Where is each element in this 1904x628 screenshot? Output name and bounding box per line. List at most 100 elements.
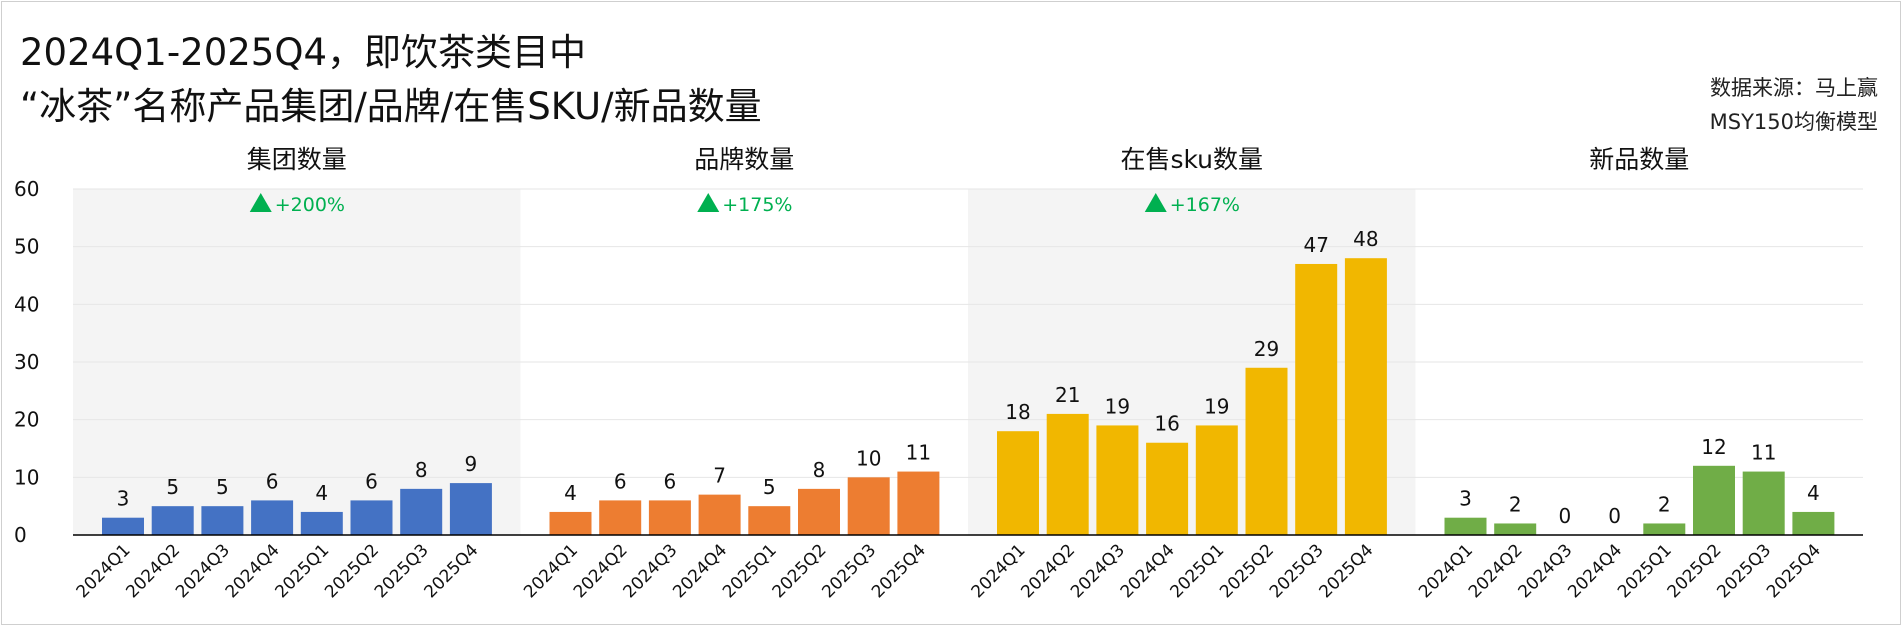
y-tick-label: 30 [14, 350, 39, 374]
x-tick-label: 2024Q1 [1415, 540, 1477, 602]
bar [1146, 442, 1189, 535]
x-tick-label: 2024Q4 [669, 540, 731, 602]
bar [1742, 471, 1785, 535]
x-tick-label: 2025Q1 [271, 540, 333, 602]
x-tick-label: 2025Q2 [769, 540, 831, 602]
growth-up-triangle-icon [249, 193, 272, 212]
bar-value-label: 18 [1005, 400, 1030, 424]
panel-title: 新品数量 [1589, 145, 1689, 174]
bar [1693, 465, 1735, 535]
model-label: MSY150均衡模型 [1709, 110, 1878, 134]
x-tick-label: 2024Q3 [172, 540, 234, 602]
growth-label: +175% [722, 194, 792, 216]
bar [897, 471, 940, 535]
y-tick-label: 20 [14, 408, 39, 432]
bar-value-label: 5 [216, 475, 229, 499]
panel-title: 品牌数量 [694, 145, 794, 174]
x-tick-label: 2025Q1 [1614, 540, 1676, 602]
x-tick-label: 2024Q3 [1515, 540, 1577, 602]
bar-value-label: 8 [415, 458, 428, 482]
x-tick-label: 2024Q3 [620, 540, 682, 602]
bar-value-label: 5 [763, 475, 776, 499]
x-tick-label: 2025Q4 [1763, 540, 1825, 602]
panel-title: 集团数量 [247, 145, 347, 174]
x-tick-label: 2024Q2 [570, 540, 632, 602]
bar [400, 488, 443, 535]
bar [698, 494, 741, 535]
x-tick-label: 2025Q4 [421, 540, 483, 602]
bar [549, 511, 592, 535]
y-tick-label: 60 [14, 177, 39, 201]
bar-value-label: 9 [465, 452, 478, 476]
bar-value-label: 12 [1701, 435, 1726, 459]
bar-value-label: 8 [813, 458, 826, 482]
bar-value-label: 6 [664, 469, 677, 493]
bar-value-label: 29 [1254, 337, 1279, 361]
panel-title: 在售sku数量 [1120, 145, 1263, 174]
bar [449, 483, 492, 535]
bar [847, 477, 890, 535]
bar-value-label: 7 [713, 464, 726, 488]
bar-value-label: 10 [856, 446, 881, 470]
bar [1494, 523, 1537, 535]
bar-value-label: 11 [1751, 441, 1776, 465]
bar-value-label: 6 [614, 469, 627, 493]
bar [1643, 523, 1686, 535]
bar [350, 500, 393, 535]
bar [300, 511, 343, 535]
bar-value-label: 6 [365, 469, 378, 493]
growth-up-triangle-icon [697, 193, 720, 212]
x-tick-label: 2025Q1 [1166, 540, 1228, 602]
bar-value-label: 4 [1807, 481, 1820, 505]
x-tick-label: 2024Q1 [968, 540, 1030, 602]
bar-value-label: 48 [1353, 227, 1378, 251]
bar-value-label: 19 [1204, 394, 1229, 418]
y-tick-label: 10 [14, 465, 39, 489]
bar-value-label: 2 [1658, 492, 1671, 516]
bar [151, 506, 194, 535]
y-tick-label: 40 [14, 292, 39, 316]
growth-up-triangle-icon [1144, 193, 1167, 212]
chart-title-line2: “冰茶”名称产品集团/品牌/在售SKU/新品数量 [20, 85, 762, 128]
bar-value-label: 3 [1459, 487, 1472, 511]
bar-value-label: 4 [315, 481, 328, 505]
bar [1444, 517, 1487, 535]
y-tick-label: 50 [14, 235, 39, 259]
bar [1046, 413, 1089, 535]
x-tick-label: 2025Q2 [1216, 540, 1278, 602]
bar-value-label: 47 [1303, 233, 1328, 257]
bar [1295, 263, 1338, 535]
x-tick-label: 2024Q2 [122, 540, 184, 602]
x-tick-label: 2024Q1 [73, 540, 135, 602]
bar [102, 517, 144, 535]
y-tick-label: 0 [14, 523, 27, 547]
bar-value-label: 19 [1105, 394, 1130, 418]
x-tick-label: 2024Q4 [1564, 540, 1626, 602]
bar [599, 500, 642, 535]
bar-value-label: 4 [564, 481, 577, 505]
bar-value-label: 0 [1559, 504, 1572, 528]
x-tick-label: 2025Q2 [321, 540, 383, 602]
bar-value-label: 6 [266, 469, 279, 493]
x-tick-label: 2025Q3 [1713, 540, 1775, 602]
x-tick-label: 2024Q2 [1465, 540, 1527, 602]
bar-value-label: 16 [1154, 412, 1179, 436]
bar-value-label: 21 [1055, 383, 1080, 407]
bar-value-label: 5 [166, 475, 179, 499]
x-tick-label: 2025Q3 [1266, 540, 1328, 602]
x-tick-label: 2025Q3 [371, 540, 433, 602]
bar [1344, 258, 1387, 535]
x-tick-label: 2025Q4 [1316, 540, 1378, 602]
growth-label: +200% [275, 194, 345, 216]
chart-title-line1: 2024Q1-2025Q4，即饮茶类目中 [20, 31, 587, 74]
bar [1096, 425, 1139, 535]
x-tick-label: 2024Q3 [1067, 540, 1129, 602]
x-tick-label: 2024Q2 [1017, 540, 1079, 602]
x-tick-label: 2025Q1 [719, 540, 781, 602]
bar [748, 506, 791, 535]
bar-value-label: 0 [1608, 504, 1621, 528]
growth-label: +167% [1170, 194, 1240, 216]
bar [251, 500, 294, 535]
